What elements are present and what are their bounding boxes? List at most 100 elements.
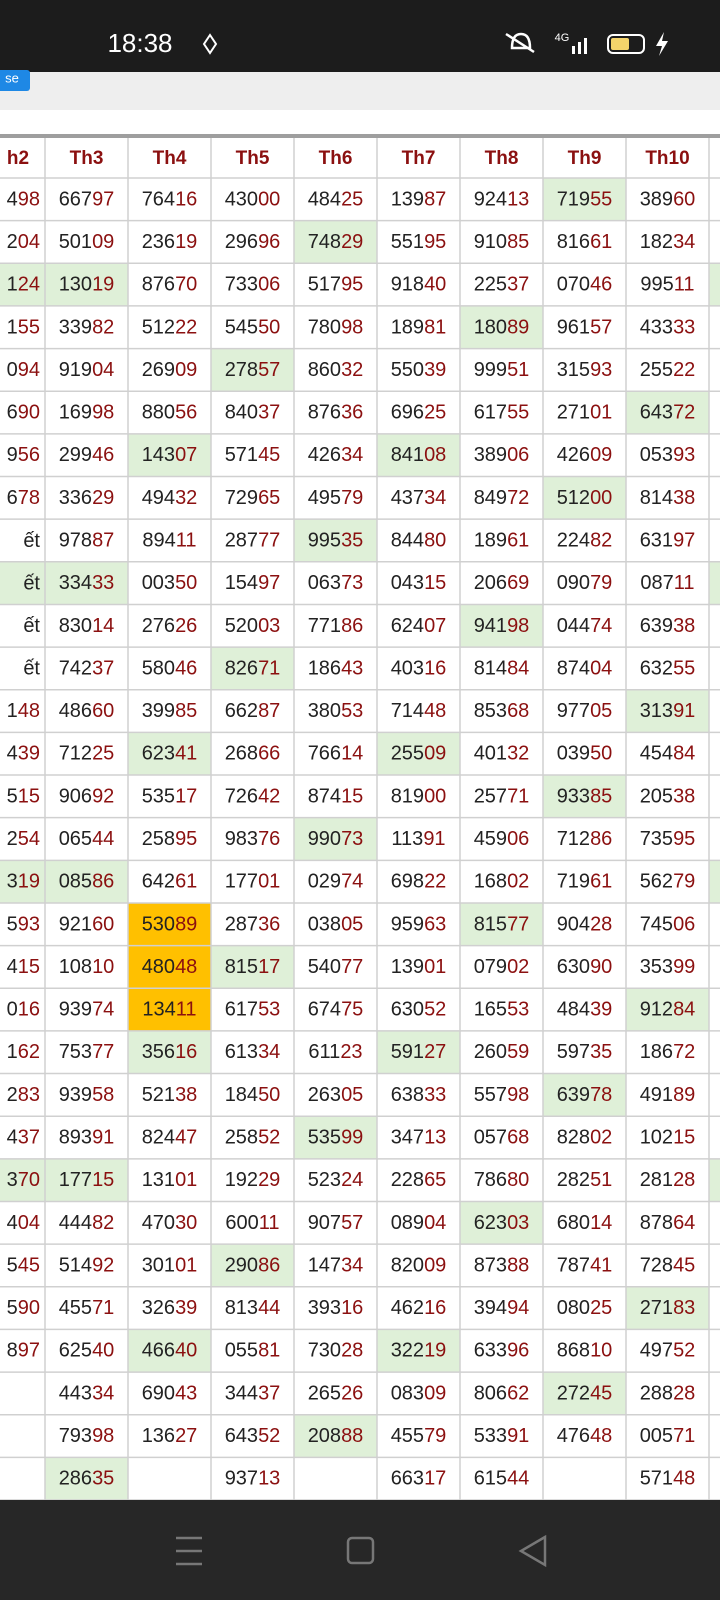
cell-highlight [709,263,720,306]
cell-text: 10215 [640,1127,696,1149]
cell-text: 84037 [225,402,281,424]
back-button[interactable] [518,1534,547,1568]
cell-text: 62303 [474,1212,530,1234]
cell-text: 99511 [640,274,694,296]
cell-text: 81484 [474,658,530,680]
cell-text: 61544 [474,1468,530,1490]
cell-text: 84480 [391,530,447,552]
cell-highlight [543,775,626,818]
cell-text: 84972 [474,487,530,509]
cell-text: 87415 [308,786,364,808]
table: h2 Th3 Th4 Th5 Th6 Th7 Th8 Th9 Th10 498 66797 76416… [0,138,720,1501]
cell-text: 69625 [391,402,447,424]
cell-text: 27101 [557,402,613,424]
cell-highlight [128,1030,211,1074]
cell-text: 92160 [59,914,115,936]
cell-text: 545 [7,1255,40,1277]
cell-text: 00350 [142,572,198,594]
cell-text: 51795 [308,274,364,296]
cell-text: 75377 [59,1042,115,1064]
cell-text: 016 [7,999,40,1021]
cell-text: 47648 [557,1425,613,1447]
cell-text: 18981 [391,317,447,339]
cell-text: 82671 [225,658,281,680]
cell-text: 40316 [391,658,447,680]
cell-text: 86032 [308,359,364,381]
cell-text: 27245 [557,1383,613,1405]
cell-text: 63255 [640,658,696,680]
cell-text: 63978 [557,1084,613,1106]
cell-text: 80662 [474,1383,530,1405]
cell-highlight [543,476,626,520]
network-label: 4G [555,32,570,44]
cell-text: 14734 [308,1255,364,1277]
cell-text: 18234 [640,231,696,253]
cell-text: 48660 [59,700,115,722]
cell-text: 03950 [557,743,613,765]
cell-text: 13019 [59,274,115,296]
cell-text: 20538 [640,786,696,808]
cell-text: 22482 [557,530,613,552]
cell-text: 91904 [59,359,115,381]
cell-text: 48425 [308,189,364,211]
cell-text: 22865 [391,1169,447,1191]
cell-text: 91840 [391,274,447,296]
cell-text: 32219 [391,1340,447,1362]
cell-text: 98376 [225,828,281,850]
cell-highlight [211,945,294,989]
cell-text: 71961 [557,871,613,893]
cell-text: 03805 [308,914,364,936]
cell-text: 51492 [59,1255,115,1277]
cell-text: 39494 [474,1297,530,1319]
toolbar [0,72,720,110]
cell-text: 52324 [308,1169,364,1191]
cell-text: 61753 [225,999,281,1021]
cell-text: 30101 [142,1255,198,1277]
cell-text: 46640 [142,1340,198,1362]
cell-highlight [460,1201,543,1245]
battery-level [611,38,629,50]
cell-text: 39985 [142,700,198,722]
cell-text: 90428 [557,914,613,936]
cell-text: 45906 [474,828,530,850]
cell-text: 34713 [391,1127,447,1149]
cell-highlight [294,519,377,562]
cell-text: 91284 [640,999,696,1021]
cell-text: ết [23,572,40,594]
cell-text: 73595 [640,828,696,850]
cell-text: 25522 [640,359,696,381]
cell-text: 08711 [640,572,694,594]
home-button[interactable] [346,1536,375,1565]
cell-text: 72965 [225,487,281,509]
cell-highlight [0,860,45,903]
cell-text: 67475 [308,999,364,1021]
cell-text: 52138 [142,1084,198,1106]
cell-text: 25771 [474,786,530,808]
cell-text: 84108 [391,444,447,466]
cell-text: 05768 [474,1127,530,1149]
cell-highlight [543,1073,626,1117]
cell-text: 97887 [59,530,115,552]
cell-text: 90757 [308,1212,364,1234]
cell-text: 64352 [225,1425,281,1447]
cell-text: 63833 [391,1084,447,1106]
nav-bar [0,1500,720,1600]
cell-text: 43333 [640,317,696,339]
cell-text: 62341 [142,743,198,765]
column-header: Th4 [153,148,187,169]
cell-text: 16553 [474,999,530,1021]
signal-icon [572,38,587,54]
button-label[interactable]: se [5,70,19,85]
cell-text: 73028 [308,1340,364,1362]
menu-button[interactable] [176,1536,202,1566]
button[interactable] [0,70,30,91]
cell-highlight [294,817,377,861]
cell-text: 97705 [557,700,613,722]
cell-text: 06544 [59,828,115,850]
cell-highlight [128,433,211,477]
cell-text: 44482 [59,1212,115,1234]
cell-text: 35616 [142,1042,198,1064]
cell-text: 33982 [59,317,115,339]
